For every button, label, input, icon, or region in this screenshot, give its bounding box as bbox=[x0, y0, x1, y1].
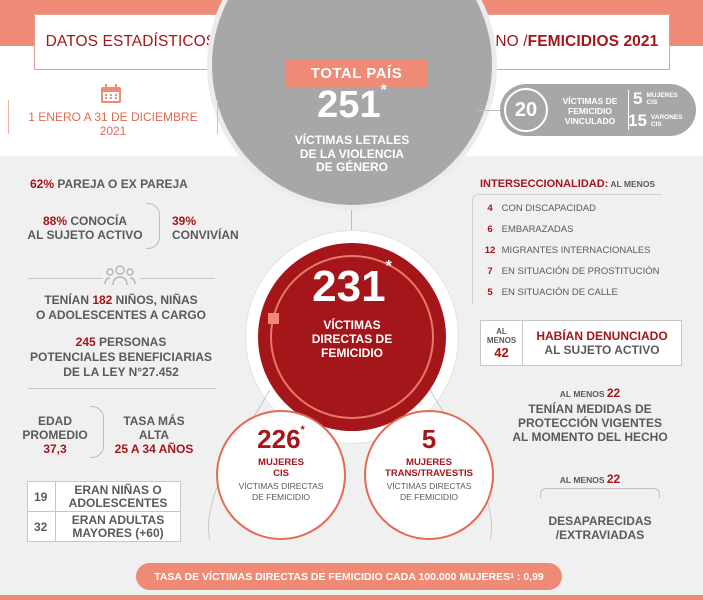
divider bbox=[628, 90, 629, 130]
beneficiarias-stat: 245 PERSONAS POTENCIALES BENEFICIARIAS D… bbox=[29, 335, 212, 379]
table-row: 32 ERAN ADULTAS MAYORES (+60) bbox=[27, 511, 181, 542]
total-label: TOTAL PAÍS bbox=[285, 59, 428, 87]
people-icon bbox=[104, 265, 136, 286]
center-ring bbox=[270, 255, 434, 419]
list-item: 5 EN SITUACIÓN DE CALLE bbox=[487, 287, 618, 298]
denuncia-box: AL MENOS 42 HABÍAN DENUNCIADO AL SUJETO AC… bbox=[480, 320, 682, 366]
divider bbox=[140, 278, 215, 279]
desaparecidas-count: AL MENOS 22 bbox=[559, 472, 621, 486]
list-item: 4 CON DISCAPACIDAD bbox=[487, 203, 596, 214]
bracket bbox=[540, 488, 660, 498]
medidas-stat: AL MENOS 22 TENÍAN MEDIDAS DE PROTECCIÓN … bbox=[512, 386, 668, 444]
pareja-stat: 62% PAREJA O EX PAREJA bbox=[30, 177, 188, 191]
denuncia-count: AL MENOS 42 bbox=[481, 321, 523, 365]
center-number: 231* bbox=[312, 258, 392, 311]
age-table: 19 ERAN NIÑAS O ADOLESCENTES 32 ERAN ADULTA… bbox=[27, 481, 181, 542]
vinculado-number: 20 bbox=[504, 88, 548, 132]
total-number: 251* bbox=[317, 82, 387, 126]
square-marker bbox=[268, 313, 279, 324]
vinculado-text: VÍCTIMAS DE FEMICIDIO VINCULADO bbox=[562, 96, 618, 126]
trans-circle bbox=[364, 410, 494, 540]
center-text: VÍCTIMAS DIRECTAS DE FEMICIDIO bbox=[311, 318, 393, 360]
list-item: 12 MIGRANTES INTERNACIONALES bbox=[484, 245, 651, 256]
ninos-stat: TENÍAN 182 NIÑOS, NIÑAS O ADOLESCENTES A… bbox=[35, 293, 206, 322]
tasa-stat: TASA MÁS ALTA 25 A 34 AÑOS bbox=[114, 414, 194, 456]
connector bbox=[351, 210, 352, 232]
period-text: 1 ENERO A 31 DE DICIEMBRE 2021 bbox=[28, 110, 198, 138]
list-item: 7 EN SITUACIÓN DE PROSTITUCIÓN bbox=[487, 266, 660, 277]
cis-circle bbox=[216, 410, 346, 540]
conocia-stat: 88% CONOCÍA AL SUJETO ACTIVO bbox=[27, 214, 143, 242]
edad-stat: EDAD PROMEDIO 37,3 bbox=[22, 414, 88, 456]
title-bold: FEMICIDIOS 2021 bbox=[527, 33, 659, 50]
bracket bbox=[146, 203, 160, 249]
denuncia-text: HABÍAN DENUNCIADO AL SUJETO ACTIVO bbox=[536, 329, 668, 357]
vinculado-pill: 20 VÍCTIMAS DE FEMICIDIO VINCULADO 5 MUJER… bbox=[500, 84, 696, 136]
divider bbox=[28, 278, 103, 279]
table-row: 19 ERAN NIÑAS O ADOLESCENTES bbox=[27, 481, 181, 512]
cis-content: 226* MUJERES CIS VÍCTIMAS DIRECTAS DE FEMI… bbox=[238, 424, 324, 502]
total-text: VÍCTIMAS LETALES DE LA VIOLENCIA DE GÉNERO bbox=[294, 133, 410, 174]
bracket bbox=[90, 406, 104, 458]
tasa-bar: TASA DE VÍCTIMAS DIRECTAS DE FEMICIDIO C… bbox=[136, 563, 562, 590]
calendar-icon bbox=[101, 84, 121, 103]
inter-list: 4 CON DISCAPACIDAD 6 EMBARAZADAS 12 MIGR… bbox=[472, 194, 662, 304]
connector bbox=[478, 110, 500, 111]
list-item: 6 EMBARAZADAS bbox=[487, 224, 574, 235]
convivian-stat: 39% CONVIVÍAN bbox=[172, 214, 239, 242]
vinculado-varones: 15 VARONES CIS bbox=[628, 111, 683, 130]
divider bbox=[28, 388, 216, 389]
vinculado-mujeres: 5 MUJERES CIS bbox=[633, 89, 678, 108]
inter-title: INTERSECCIONALIDAD: AL MENOS bbox=[480, 178, 656, 190]
trans-content: 5 MUJERES TRANS/TRAVESTIS VÍCTIMAS DIRECT… bbox=[385, 424, 473, 502]
desaparecidas-text: DESAPARECIDAS/EXTRAVIADAS bbox=[548, 514, 652, 542]
footer-band bbox=[0, 595, 703, 600]
date-frame bbox=[8, 100, 218, 134]
